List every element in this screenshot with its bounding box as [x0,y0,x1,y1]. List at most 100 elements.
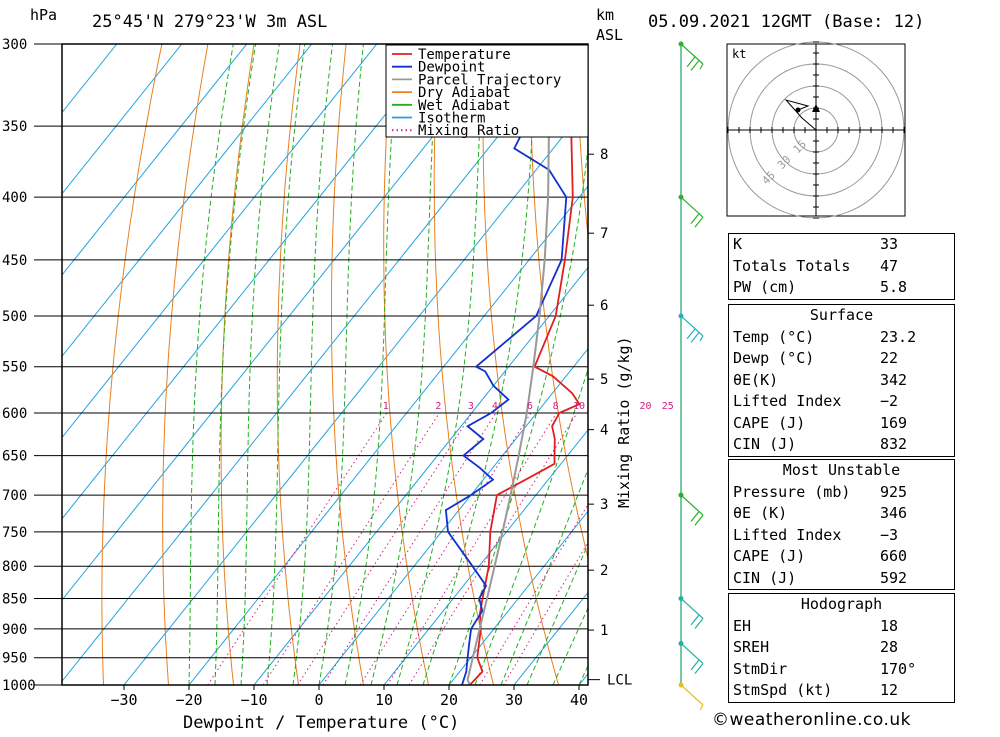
legend-label: Dry Adiabat [418,85,511,101]
height-unit-km: km [596,6,614,24]
most-unstable-indices-table: Most Unstable Pressure (mb) 925 θE (K) 346… [728,459,955,590]
wet-adiabat-line [266,44,306,685]
storm-motion-icon [812,104,820,112]
pressure-unit: hPa [30,6,57,24]
section-title: Hodograph [800,595,883,613]
dry-adiabat-line [276,44,301,685]
section-header: Most Unstable [729,460,955,482]
index-row: Lifted Index −2 [729,391,955,413]
wind-barb-staff [680,684,704,706]
hodograph-point [795,107,801,113]
x-tick-label: 40 [570,691,588,709]
pressure-tick-label: 550 [2,360,27,376]
legend-label: Wet Adiabat [418,98,511,114]
mixing-ratio-line [262,412,440,685]
dry-adiabat-line [383,44,429,685]
km-tick-label: 5 [600,372,608,388]
dry-adiabat-line [482,44,559,685]
wet-adiabat-line [188,44,234,685]
pressure-tick-label: 1000 [2,678,36,694]
pressure-tick-label: 900 [2,622,27,638]
index-value: 660 [880,547,908,565]
pressure-tick-label: 750 [2,525,27,541]
mixing-ratio-label: 20 [639,401,651,412]
index-row: Temp (°C) 23.2 [729,327,955,349]
isotherm-line [62,44,183,195]
wind-barb-flag [694,618,704,629]
dry-adiabat-line [331,44,364,685]
index-label: EH [733,616,752,635]
km-tick-label: 1 [600,623,608,639]
km-tick-label: 8 [600,147,608,163]
x-tick-label: 0 [314,691,323,709]
wind-barb-flag [690,331,700,343]
wet-adiabat-line [552,606,588,685]
mixing-ratio-label: 1 [383,401,389,412]
pressure-tick-label: 350 [2,119,27,135]
pressure-tick-label: 700 [2,488,27,504]
mixing-ratio-label: 25 [662,401,674,412]
dry-adiabat-line [987,26,1000,685]
index-label: Totals Totals [733,256,851,275]
index-row: StmDir 170° [729,659,955,681]
index-label: θE (K) [733,504,788,522]
wind-barb-flag [690,213,700,224]
mixing-ratio-label: 10 [573,401,585,412]
mixing-ratio-line [502,541,588,685]
index-label: Dewp (°C) [733,349,815,367]
index-row: EH 18 [729,616,955,638]
index-value: 22 [880,349,899,367]
pressure-tick-label: 850 [2,591,27,607]
mixing-ratio-label: 2 [435,401,441,412]
index-row: CAPE (J) 660 [729,546,955,568]
index-value: −3 [880,525,899,544]
pressure-tick-label: 450 [2,253,27,269]
legend-label: Isotherm [418,111,485,127]
index-value: 18 [880,616,899,635]
x-tick-label: −20 [175,691,202,709]
section-title: Most Unstable [782,461,901,479]
lcl-label: LCL [607,673,632,689]
index-value: 12 [880,681,899,699]
series-parcel-trajectory-line [466,44,551,685]
location-title: 25°45'N 279°23'W 3m ASL [92,12,327,32]
pressure-tick-label: 800 [2,559,27,575]
hodograph-trace [784,99,817,131]
x-tick-label: −10 [240,691,267,709]
legend-label: Dewpoint [418,60,485,76]
datetime-title: 05.09.2021 12GMT (Base: 12) [648,12,924,32]
index-value: 47 [880,256,899,275]
index-label: CAPE (J) [733,413,806,432]
index-row-k: K 33 [729,234,955,256]
wind-barb-flag [690,614,700,626]
wind-barb-flag [699,704,704,711]
wet-adiabat-line [240,44,280,685]
isotherm-line [62,44,508,601]
index-label: CIN (J) [733,435,797,453]
index-row: Dewp (°C) 22 [729,348,955,370]
index-label: CAPE (J) [733,547,806,565]
isotherm-line [253,266,588,685]
index-value: 346 [880,504,908,522]
hodograph-unit: kt [732,47,746,61]
index-label: CIN (J) [733,568,797,587]
index-row: SREH 28 [729,637,955,659]
wind-barb-flag [690,511,700,522]
pressure-tick-label: 950 [2,651,27,667]
index-row: Pressure (mb) 925 [729,482,955,504]
x-axis-label: Dewpoint / Temperature (°C) [183,713,459,733]
index-label: θE(K) [733,370,779,389]
general-indices-table: K 33 Totals Totals 47 PW (cm) 5.8 [728,233,955,300]
wind-barb-flag [694,514,704,526]
index-value: 33 [880,235,899,253]
section-title: Surface [809,306,874,324]
index-row-pw: PW (cm) 5.8 [729,277,955,299]
mixing-ratio-line [297,412,473,685]
wet-adiabat-line [344,44,399,685]
mixing-ratio-line [207,412,388,685]
isotherm-line [62,44,573,683]
isotherm-line [383,429,588,685]
wet-adiabat-line [214,44,257,685]
x-tick-label: −30 [110,691,137,709]
legend-box [385,44,589,138]
